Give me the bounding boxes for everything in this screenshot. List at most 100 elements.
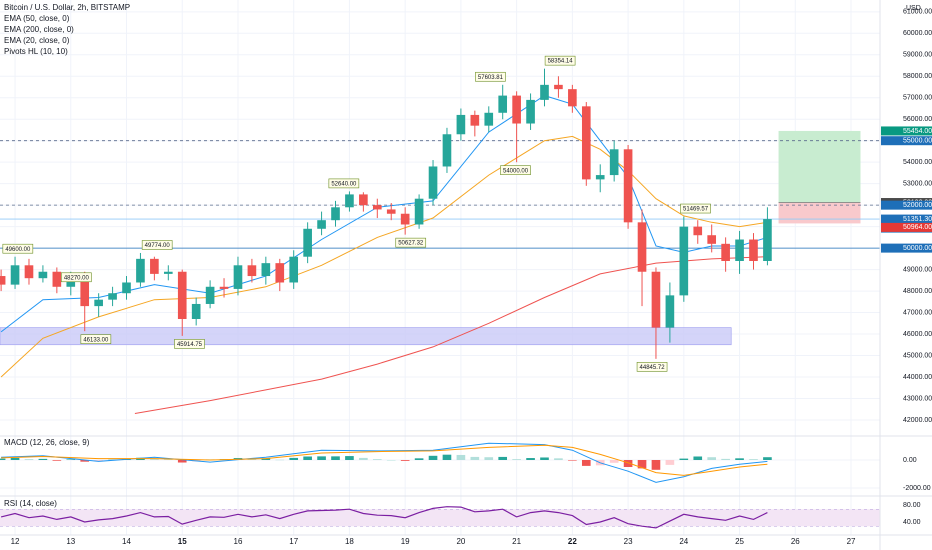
candle-body bbox=[609, 149, 619, 176]
price-badge-label: 52000.00 bbox=[903, 202, 932, 209]
candle-body bbox=[80, 276, 90, 307]
candle-body bbox=[275, 263, 285, 283]
candle-body bbox=[303, 228, 312, 257]
currency-label: USD bbox=[906, 5, 921, 12]
x-tick-label: 21 bbox=[512, 537, 521, 546]
macd-bar bbox=[303, 456, 312, 461]
macd-bar bbox=[609, 460, 619, 463]
pivot-label: 50627.32 bbox=[398, 241, 424, 247]
x-tick-label: 16 bbox=[234, 537, 243, 546]
candle-body bbox=[372, 205, 382, 210]
macd-bar bbox=[0, 458, 6, 461]
y-tick-label: 61000.00 bbox=[903, 9, 932, 16]
macd-bar bbox=[735, 458, 744, 461]
pivot-box bbox=[636, 362, 668, 372]
x-tick-label: 14 bbox=[122, 537, 131, 546]
pivot-label: 54000.00 bbox=[503, 168, 529, 174]
candle-body bbox=[191, 303, 201, 319]
x-tick-label: 17 bbox=[289, 537, 298, 546]
candle-body bbox=[665, 295, 675, 328]
x-tick-label: 18 bbox=[345, 537, 354, 546]
candle-body bbox=[540, 84, 549, 100]
candle-body bbox=[512, 95, 521, 124]
macd-bar bbox=[163, 459, 173, 461]
candle-body bbox=[595, 175, 605, 180]
stop-zone bbox=[778, 202, 861, 224]
candle-body bbox=[623, 149, 633, 223]
pivot-box bbox=[544, 55, 576, 66]
candle-body bbox=[526, 99, 535, 124]
y-tick-label: 43000.00 bbox=[903, 395, 932, 402]
price-badge-label: 55000.00 bbox=[903, 138, 932, 145]
candle-body bbox=[24, 265, 34, 279]
y-tick-label: 80.00 bbox=[903, 502, 921, 509]
candle-body bbox=[136, 258, 145, 283]
pivot-label: 49600.00 bbox=[5, 247, 31, 253]
macd-bar bbox=[581, 460, 591, 466]
signal-line bbox=[1, 444, 768, 476]
candle-body bbox=[581, 106, 591, 180]
candle-body bbox=[442, 134, 452, 167]
macd-bar bbox=[24, 459, 34, 461]
macd-bar bbox=[66, 459, 76, 461]
macd-bar bbox=[10, 457, 20, 461]
macd-bar bbox=[177, 460, 187, 463]
y-tick-label: 57000.00 bbox=[903, 95, 932, 102]
y-tick-label: 46000.00 bbox=[903, 331, 932, 338]
macd-bar bbox=[442, 454, 452, 461]
macd-bar bbox=[540, 457, 549, 461]
pivot-box bbox=[395, 237, 427, 248]
x-tick-label: 23 bbox=[624, 537, 633, 546]
macd-bar bbox=[372, 459, 382, 461]
pivot-label: 44845.72 bbox=[640, 365, 666, 371]
candle-body bbox=[163, 271, 173, 274]
y-tick-label: 59000.00 bbox=[903, 52, 932, 59]
chart-title: Bitcoin / U.S. Dollar, 2h, BITSTAMP bbox=[4, 3, 130, 12]
pivot-label: 58354.14 bbox=[548, 59, 574, 65]
pane-title: RSI (14, close) bbox=[4, 499, 57, 508]
macd-bar bbox=[359, 457, 368, 461]
y-tick-label: 53000.00 bbox=[903, 181, 932, 188]
candle-body bbox=[10, 265, 20, 285]
pivot-box bbox=[61, 272, 92, 283]
y-tick-label: 45000.00 bbox=[903, 352, 932, 359]
candle-body bbox=[498, 95, 508, 113]
price-badge bbox=[881, 222, 932, 232]
candle-body bbox=[261, 263, 271, 277]
candle-body bbox=[400, 213, 410, 225]
y-tick-label: 40.00 bbox=[903, 519, 921, 526]
profit-zone bbox=[778, 130, 861, 203]
candle-body bbox=[568, 89, 577, 107]
macd-bar bbox=[512, 459, 521, 461]
price-badge bbox=[881, 200, 932, 210]
macd-bar bbox=[623, 460, 633, 468]
candle-body bbox=[554, 84, 563, 90]
price-badge bbox=[881, 126, 932, 136]
indicator-panes bbox=[0, 442, 772, 529]
candle-body bbox=[456, 114, 466, 135]
candle-body bbox=[428, 166, 438, 199]
y-tick-label: -2000.00 bbox=[903, 485, 931, 492]
candle-body bbox=[0, 276, 6, 285]
legend-entry: EMA (50, close, 0) bbox=[4, 14, 70, 23]
y-tick-label: 0.00 bbox=[903, 457, 917, 464]
y-tick-label: 49000.00 bbox=[903, 266, 932, 273]
candle-body bbox=[247, 265, 257, 277]
pivot-box bbox=[680, 203, 711, 214]
backgrounds bbox=[0, 0, 880, 535]
candle-body bbox=[749, 239, 758, 261]
ema-line bbox=[0, 135, 768, 378]
candle-body bbox=[108, 293, 117, 300]
macd-bar bbox=[456, 454, 466, 461]
macd-bar bbox=[80, 460, 90, 462]
macd-bar bbox=[679, 458, 689, 461]
candle-body bbox=[359, 194, 368, 206]
y-tick-label: 48000.00 bbox=[903, 288, 932, 295]
macd-bar bbox=[414, 458, 424, 461]
macd-bar bbox=[150, 459, 159, 461]
candle-body bbox=[177, 271, 187, 319]
macd-bar bbox=[400, 460, 410, 461]
macd-bar bbox=[386, 460, 396, 461]
pivot-box bbox=[141, 240, 173, 250]
